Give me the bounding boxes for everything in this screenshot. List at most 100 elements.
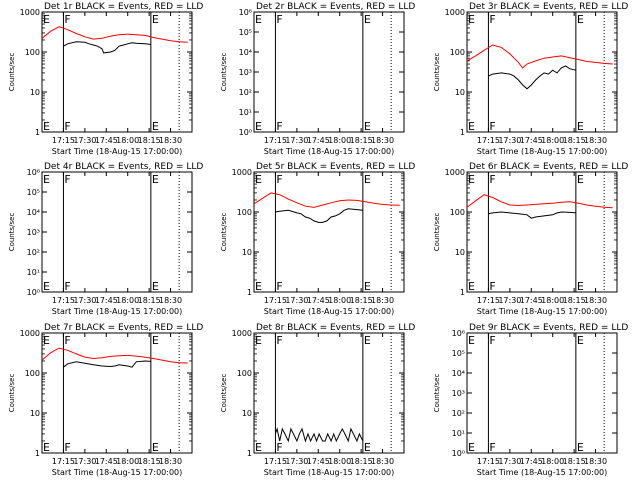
y-tick-label: 1000 — [20, 329, 40, 338]
plot-frame — [466, 171, 618, 293]
chart-title: Det 6r BLACK = Events, RED = LLD — [469, 162, 628, 172]
series-line-events — [488, 65, 577, 90]
x-axis-label: Start Time (18-Aug-15 17:00:00) — [477, 147, 608, 156]
marker-label-bottom: F — [64, 441, 70, 454]
x-tick-label: 18:15 — [138, 136, 161, 145]
x-tick-label: 18:00 — [541, 296, 564, 305]
y-tick-label: 10⁰ — [452, 449, 465, 458]
marker-label-top: E — [152, 173, 159, 186]
x-tick-label: 18:15 — [563, 296, 586, 305]
x-tick-label: 18:30 — [159, 296, 182, 305]
series-line-events — [274, 427, 364, 443]
y-tick-label: 10⁰ — [239, 128, 252, 137]
y-tick-label: 1 — [35, 128, 40, 137]
x-tick-label: 18:15 — [350, 136, 373, 145]
x-tick-label: 18:00 — [328, 296, 351, 305]
y-tick-label: 100 — [25, 369, 40, 378]
x-axis-label: Start Time (18-Aug-15 17:00:00) — [52, 307, 183, 316]
segment-mark-start-bottom: E — [255, 120, 262, 133]
x-tick-label: 17:30 — [73, 296, 96, 305]
x-tick-label: 17:45 — [520, 457, 543, 466]
x-tick-label: 18:15 — [138, 296, 161, 305]
y-tick-label: 1 — [247, 449, 252, 458]
y-tick-label: 10⁴ — [27, 208, 40, 217]
x-tick-label: 17:30 — [285, 136, 308, 145]
x-axis-label: Start Time (18-Aug-15 17:00:00) — [264, 147, 395, 156]
y-tick-label: 1 — [35, 449, 40, 458]
chart-title: Det 8r BLACK = Events, RED = LLD — [256, 323, 415, 333]
x-tick-label: 17:15 — [52, 296, 75, 305]
x-tick-label: 18:00 — [116, 296, 139, 305]
y-tick-label: 1 — [460, 288, 465, 297]
x-tick-label: 17:30 — [285, 296, 308, 305]
x-tick-label: 17:45 — [307, 457, 330, 466]
y-tick-label: 1000 — [232, 168, 252, 177]
marker-label-top: E — [577, 13, 584, 26]
segment-mark-start-top: E — [468, 173, 475, 186]
marker-label-bottom: E — [577, 441, 584, 454]
marker-label-bottom: F — [489, 120, 495, 133]
y-axis-label: Counts/sec — [220, 53, 228, 92]
marker-label-top: F — [489, 334, 495, 347]
y-tick-label: 10 — [242, 409, 252, 418]
x-tick-label: 17:45 — [95, 136, 118, 145]
segment-mark-start-top: E — [43, 334, 50, 347]
y-tick-label: 10¹ — [452, 429, 465, 438]
marker-label-top: F — [276, 13, 282, 26]
x-tick-label: 17:15 — [477, 457, 500, 466]
y-tick-label: 1 — [247, 288, 252, 297]
chart-title: Det 2r BLACK = Events, RED = LLD — [256, 2, 415, 12]
x-tick-label: 18:30 — [371, 296, 394, 305]
marker-label-bottom: E — [577, 280, 584, 293]
marker-label-bottom: E — [364, 441, 371, 454]
y-tick-label: 1000 — [232, 329, 252, 338]
y-tick-label: 10³ — [239, 68, 252, 77]
y-tick-label: 1000 — [445, 168, 465, 177]
y-tick-label: 10⁵ — [239, 28, 252, 37]
x-axis-label: Start Time (18-Aug-15 17:00:00) — [477, 468, 608, 477]
y-tick-label: 10⁴ — [452, 369, 465, 378]
y-axis-label: Counts/sec — [433, 213, 441, 252]
y-tick-label: 10¹ — [27, 268, 40, 277]
y-axis-label: Counts/sec — [8, 213, 16, 252]
panel-det-1: Det 1r BLACK = Events, RED = LLD Counts/s… — [8, 2, 203, 156]
chart-title: Det 1r BLACK = Events, RED = LLD — [44, 2, 203, 12]
plot-frame — [41, 171, 193, 293]
x-tick-label: 17:15 — [264, 136, 287, 145]
x-tick-label: 18:00 — [328, 457, 351, 466]
y-axis-label: Counts/sec — [8, 53, 16, 92]
series-line-events — [488, 211, 576, 219]
x-tick-label: 17:45 — [95, 296, 118, 305]
y-tick-label: 10 — [242, 248, 252, 257]
marker-label-top: F — [489, 173, 495, 186]
x-tick-label: 18:00 — [116, 136, 139, 145]
chart-title: Det 3r BLACK = Events, RED = LLD — [469, 2, 628, 12]
x-tick-label: 18:30 — [584, 136, 607, 145]
panel-det-2: Det 2r BLACK = Events, RED = LLD Counts/s… — [220, 2, 415, 156]
y-tick-label: 100 — [450, 208, 465, 217]
series-line-events — [63, 360, 151, 368]
x-tick-label: 17:45 — [520, 136, 543, 145]
marker-label-top: F — [64, 334, 70, 347]
segment-mark-start-bottom: E — [468, 280, 475, 293]
marker-label-top: F — [64, 173, 70, 186]
x-axis-label: Start Time (18-Aug-15 17:00:00) — [264, 307, 395, 316]
segment-mark-start-bottom: E — [43, 280, 50, 293]
x-axis-label: Start Time (18-Aug-15 17:00:00) — [52, 468, 183, 477]
segment-mark-start-bottom: E — [468, 441, 475, 454]
y-axis-label: Counts/sec — [433, 53, 441, 92]
x-tick-label: 18:30 — [584, 296, 607, 305]
segment-mark-start-bottom: E — [468, 120, 475, 133]
marker-label-bottom: E — [152, 441, 159, 454]
series-line-lld — [41, 347, 188, 364]
x-axis-label: Start Time (18-Aug-15 17:00:00) — [52, 147, 183, 156]
y-tick-label: 100 — [237, 369, 252, 378]
segment-mark-start-top: E — [468, 334, 475, 347]
x-tick-label: 17:45 — [520, 296, 543, 305]
y-tick-label: 10⁵ — [27, 188, 40, 197]
y-tick-label: 10 — [30, 409, 40, 418]
x-tick-label: 18:30 — [159, 136, 182, 145]
x-tick-label: 18:00 — [541, 457, 564, 466]
chart-title: Det 9r BLACK = Events, RED = LLD — [469, 323, 628, 333]
series-line-lld — [41, 26, 188, 43]
